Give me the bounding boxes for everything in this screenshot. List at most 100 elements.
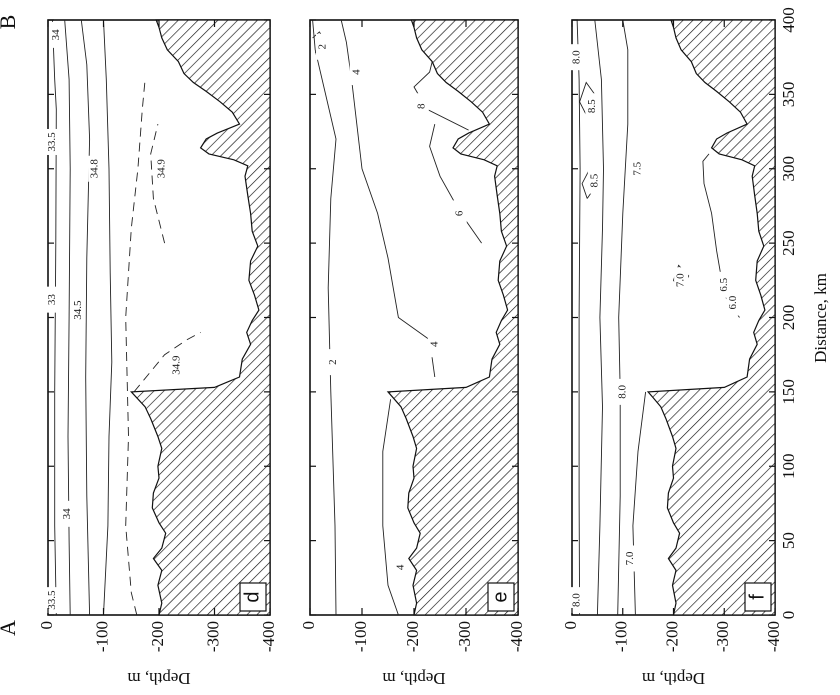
depth-tick-label: -300 — [455, 621, 474, 652]
section-end-label: B — [0, 15, 20, 30]
contour-label: 6.5 — [718, 277, 730, 291]
contour-label-background — [726, 289, 741, 316]
contour-label: 34 — [50, 29, 62, 41]
contour-label: 8.5 — [586, 99, 598, 113]
depth-axis-title: Depth, m — [642, 669, 705, 688]
panel-f: 8.0 7.0 8.0 7.0 6.5 6.0 8.5 7.5 8.5 8.0 f 0 -100 -200… — [561, 19, 783, 688]
depth-tick-label: -300 — [203, 621, 222, 652]
panel-letter: f — [746, 594, 768, 600]
contour-label: 2 — [327, 359, 339, 365]
seafloor-topography — [646, 19, 776, 616]
contour-label-background — [326, 349, 341, 376]
contour-label-background — [615, 378, 630, 405]
panel-letter-box — [744, 582, 772, 612]
contour-label-background — [585, 93, 600, 120]
panel-e: 4 2 4 6 8 2 4 e 0 -100 -200 -300 -400 Depth, m — [299, 19, 526, 688]
distance-tick-label: 50 — [779, 532, 798, 549]
contour-label-background — [452, 200, 467, 227]
contour-label: 33.5 — [46, 132, 58, 152]
distance-tick-label: 350 — [779, 82, 798, 108]
contour-label: 4 — [395, 564, 407, 570]
depth-tick-label: -300 — [713, 621, 732, 652]
contour-label: 7.0 — [675, 273, 687, 287]
depth-tick-label: -400 — [259, 621, 278, 652]
contour-label-background — [49, 21, 64, 48]
depth-tick-label: 0 — [37, 621, 56, 630]
contour-label: 34.9 — [155, 159, 167, 179]
contour-line — [80, 19, 91, 616]
contour-label-background — [316, 33, 330, 60]
depth-tick-label: -400 — [764, 621, 783, 652]
depth-axis-title: Depth, m — [127, 669, 190, 688]
contour-label-background — [674, 267, 689, 294]
contour-line — [617, 19, 629, 616]
depth-tick-label: -100 — [92, 621, 111, 652]
contour-label: 33 — [46, 294, 58, 306]
contour-label-background — [349, 59, 364, 86]
depth-tick-label: -100 — [612, 621, 631, 652]
contour-line — [103, 19, 113, 616]
panel-letter: d — [241, 591, 263, 602]
depth-tick-label: 0 — [299, 621, 318, 630]
distance-tick-label: 250 — [779, 230, 798, 256]
contour-label-background — [169, 352, 184, 379]
contour-label-background — [45, 128, 60, 155]
contour-line — [125, 79, 146, 616]
distance-tick-label: 400 — [779, 7, 798, 33]
depth-tick-label: -400 — [507, 621, 526, 652]
contour-line — [150, 123, 166, 244]
contour-label-background — [88, 155, 103, 182]
panel-d: 33.5 34 33 34.5 34.9 33.5 34.8 34.9 34 d 0 -100 -200… — [37, 19, 278, 688]
contour-label: 8.5 — [588, 173, 600, 187]
distance-tick-label: 0 — [779, 611, 798, 620]
contour-line — [51, 19, 57, 616]
contour-label: 7.5 — [632, 161, 644, 175]
depth-tick-label: -200 — [148, 621, 167, 652]
distance-axis-title: Distance, km — [811, 273, 830, 363]
contour-line — [340, 19, 436, 378]
depth-tick-label: -200 — [662, 621, 681, 652]
depth-tick-label: 0 — [561, 621, 580, 630]
depth-tick-label: -200 — [403, 621, 422, 652]
contour-label: 8.0 — [571, 593, 583, 607]
contour-label-background — [623, 545, 638, 572]
contour-label-background — [154, 155, 169, 182]
panel-letter-box — [487, 582, 515, 612]
contour-label: 6.0 — [727, 295, 739, 309]
section-start-label: A — [0, 620, 20, 636]
contour-line — [413, 61, 469, 131]
contour-label: 34.5 — [72, 300, 84, 320]
distance-tick-label: 200 — [779, 305, 798, 331]
distance-tick-label: 150 — [779, 379, 798, 405]
panel-letter: e — [489, 591, 511, 602]
depth-axis-title: Depth, m — [382, 669, 445, 688]
contour-label-background — [71, 297, 86, 324]
contour-line — [133, 332, 201, 393]
contour-label: 8 — [415, 103, 427, 109]
contour-line — [382, 399, 399, 616]
contour-label: 34 — [61, 508, 73, 520]
contour-label: 4 — [428, 341, 440, 347]
contour-label: 34.8 — [89, 159, 101, 179]
contour-label-background — [45, 286, 60, 313]
contour-label-background — [427, 331, 442, 358]
contour-label-background — [570, 587, 585, 614]
contour-label: 2 — [317, 44, 329, 50]
distance-axis: 0 50 100 150 200 250 300 350 400 — [779, 7, 798, 619]
contour-label: 7.0 — [624, 551, 636, 565]
contour-line — [312, 19, 337, 616]
contour-line — [594, 19, 604, 616]
seafloor-topography — [386, 19, 519, 616]
contour-label-background — [414, 93, 429, 120]
contour-label: 34.9 — [170, 355, 182, 375]
contour-line — [429, 123, 482, 244]
contour-label: 6 — [453, 210, 465, 216]
contour-label-background — [587, 167, 602, 194]
contour-label-background — [630, 155, 645, 182]
contour-label: 8.0 — [571, 50, 583, 64]
depth-tick-label: -100 — [351, 621, 370, 652]
contour-label-background — [45, 587, 60, 614]
contour-label-background — [60, 500, 75, 527]
contour-label-background — [394, 554, 408, 581]
